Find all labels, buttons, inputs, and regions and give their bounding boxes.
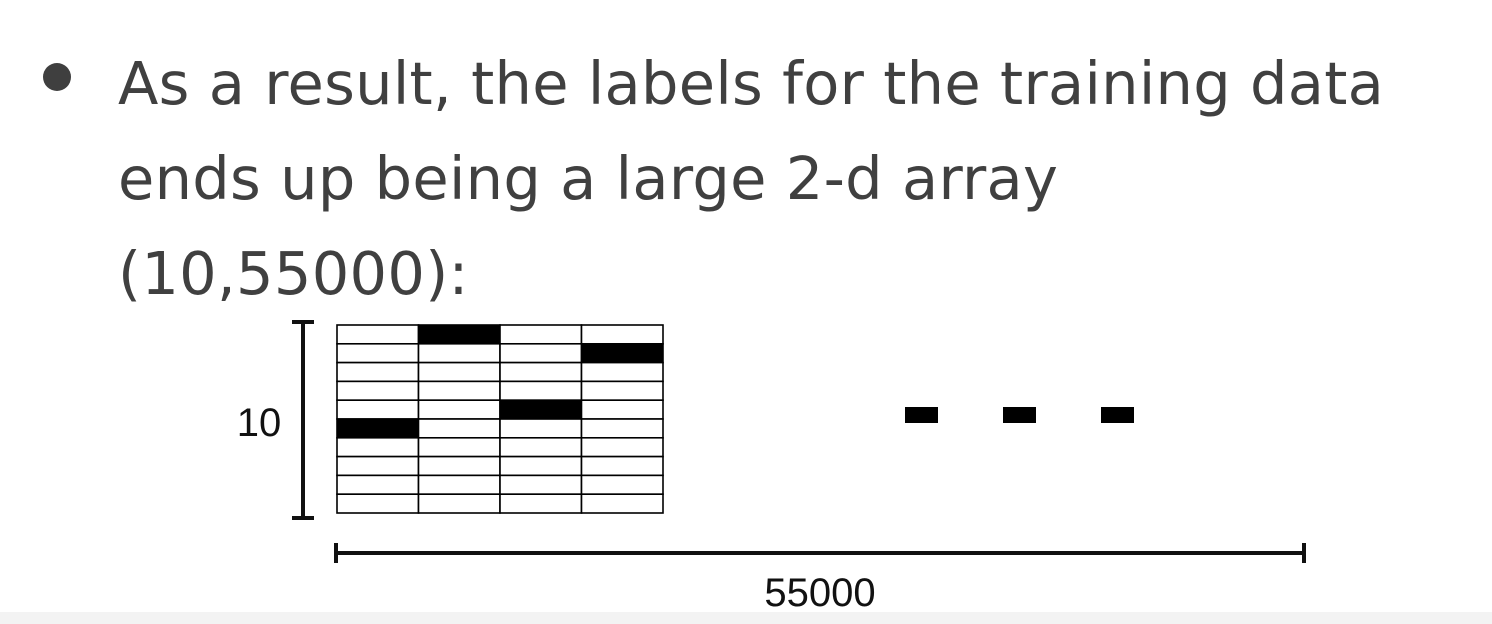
grid-cell [336, 342, 420, 364]
grid-cell [499, 361, 583, 383]
grid-cell [499, 418, 583, 439]
bullet-line-2: ends up being a large 2-d array [118, 144, 1059, 213]
grid-cell [336, 436, 420, 458]
grid-cell [417, 418, 501, 439]
columns-dimension-line [334, 543, 1306, 563]
label-grid [336, 324, 664, 514]
ellipsis-dashes [905, 407, 1134, 423]
ellipsis-dash [905, 407, 938, 423]
grid-cell [499, 380, 583, 401]
bullet-line-3: (10,55000): [118, 239, 469, 308]
one-hot-filled-cell [581, 343, 663, 363]
grid-cell [336, 324, 420, 345]
grid-cell [417, 342, 501, 364]
rows-dimension-label: 10 [237, 401, 282, 445]
grid-cell [499, 342, 583, 364]
grid-cell [417, 455, 501, 477]
one-hot-filled-cell [418, 325, 500, 344]
one-hot-filled-cell [500, 400, 582, 419]
grid-cell [336, 474, 420, 495]
grid-cell [499, 455, 583, 477]
grid-cell [580, 361, 664, 383]
bottom-band [0, 612, 1492, 624]
grid-cell [580, 474, 664, 495]
grid-cell [580, 324, 664, 345]
grid-cell [580, 418, 664, 439]
grid-cell [417, 474, 501, 495]
grid-cell [417, 361, 501, 383]
grid-cell [580, 380, 664, 401]
grid-cell [336, 399, 420, 420]
grid-cell [417, 436, 501, 458]
bullet-point-icon [43, 63, 71, 91]
grid-cell [336, 493, 420, 514]
grid-cell [580, 436, 664, 458]
bullet-line-1: As a result, the labels for the training… [118, 49, 1385, 118]
bullet-text: As a result, the labels for the training… [118, 36, 1488, 321]
grid-cell [580, 399, 664, 420]
grid-cell [580, 493, 664, 514]
grid-cell [336, 361, 420, 383]
grid-cell [417, 399, 501, 420]
grid-cell [417, 380, 501, 401]
grid-cell [499, 324, 583, 345]
grid-cell [417, 493, 501, 514]
grid-cell [336, 380, 420, 401]
ellipsis-dash [1003, 407, 1036, 423]
grid-cell [580, 455, 664, 477]
one-hot-filled-cell [337, 419, 419, 438]
grid-cell [499, 493, 583, 514]
grid-cell [499, 436, 583, 458]
ellipsis-dash [1101, 407, 1134, 423]
rows-dimension-bracket [292, 320, 314, 520]
columns-dimension-label: 55000 [764, 571, 875, 615]
grid-cell [336, 455, 420, 477]
grid-cell [499, 474, 583, 495]
